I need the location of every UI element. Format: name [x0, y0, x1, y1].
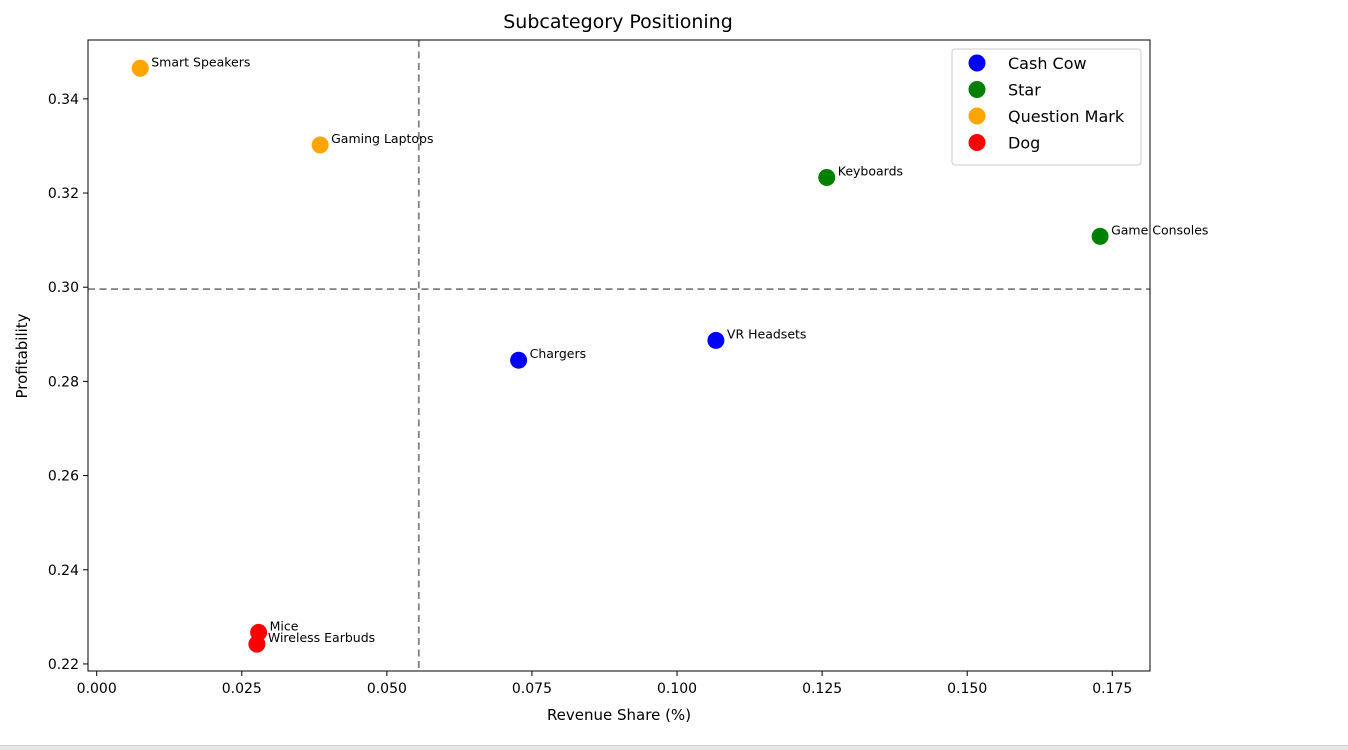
legend-marker-question-mark [968, 107, 986, 125]
y-tick-label: 0.22 [48, 657, 79, 673]
y-tick-label: 0.34 [48, 92, 79, 108]
x-tick-label: 0.175 [1092, 681, 1132, 697]
point-label-smart-speakers: Smart Speakers [151, 54, 250, 69]
x-tick-label: 0.150 [947, 681, 987, 697]
point-gaming-laptops [311, 136, 329, 154]
point-label-gaming-laptops: Gaming Laptops [331, 131, 433, 146]
point-chargers [510, 351, 528, 369]
legend-label-star: Star [1008, 81, 1041, 100]
y-tick-label: 0.24 [48, 563, 79, 579]
legend-box [951, 48, 1142, 166]
y-tick-label: 0.30 [48, 280, 79, 296]
y-tick-label: 0.26 [48, 469, 79, 485]
y-axis: 0.22 0.24 0.26 0.28 0.30 0.32 0.34 [48, 92, 88, 673]
point-wireless-earbuds [248, 635, 266, 653]
point-label-vr-headsets: VR Headsets [727, 326, 807, 341]
point-vr-headsets [707, 331, 725, 349]
page-divider [0, 745, 1348, 750]
y-tick-label: 0.28 [48, 374, 79, 390]
legend-marker-star [968, 81, 986, 98]
legend-label-question-mark: Question Mark [1008, 107, 1125, 126]
point-label-keyboards: Keyboards [838, 164, 903, 179]
point-game-consoles [1091, 227, 1109, 245]
point-label-game-consoles: Game Consoles [1111, 222, 1208, 237]
point-label-chargers: Chargers [530, 346, 587, 361]
legend-marker-cash-cow [968, 54, 986, 72]
y-tick-label: 0.32 [48, 186, 79, 202]
point-smart-speakers [131, 59, 149, 77]
x-tick-label: 0.025 [222, 681, 262, 697]
legend: Cash Cow Star Question Mark Dog [951, 48, 1142, 166]
point-keyboards [818, 169, 836, 187]
chart-title: Subcategory Positioning [503, 11, 733, 33]
legend-marker-dog [968, 134, 986, 151]
legend-label-cash-cow: Cash Cow [1008, 54, 1087, 73]
legend-label-dog: Dog [1008, 134, 1040, 153]
x-tick-label: 0.000 [77, 681, 117, 697]
x-axis: 0.000 0.025 0.050 0.075 0.100 0.125 0.150 0.175 [77, 671, 1132, 697]
point-label-wireless-earbuds: Wireless Earbuds [268, 630, 375, 645]
plot-frame [87, 39, 1151, 672]
x-tick-label: 0.100 [657, 681, 697, 697]
y-axis-label: Profitability [13, 313, 31, 398]
point-label-mice: Mice [270, 618, 299, 633]
x-tick-label: 0.075 [512, 681, 552, 697]
x-tick-label: 0.125 [802, 681, 842, 697]
x-axis-label: Revenue Share (%) [547, 706, 691, 724]
x-tick-label: 0.050 [367, 681, 407, 697]
